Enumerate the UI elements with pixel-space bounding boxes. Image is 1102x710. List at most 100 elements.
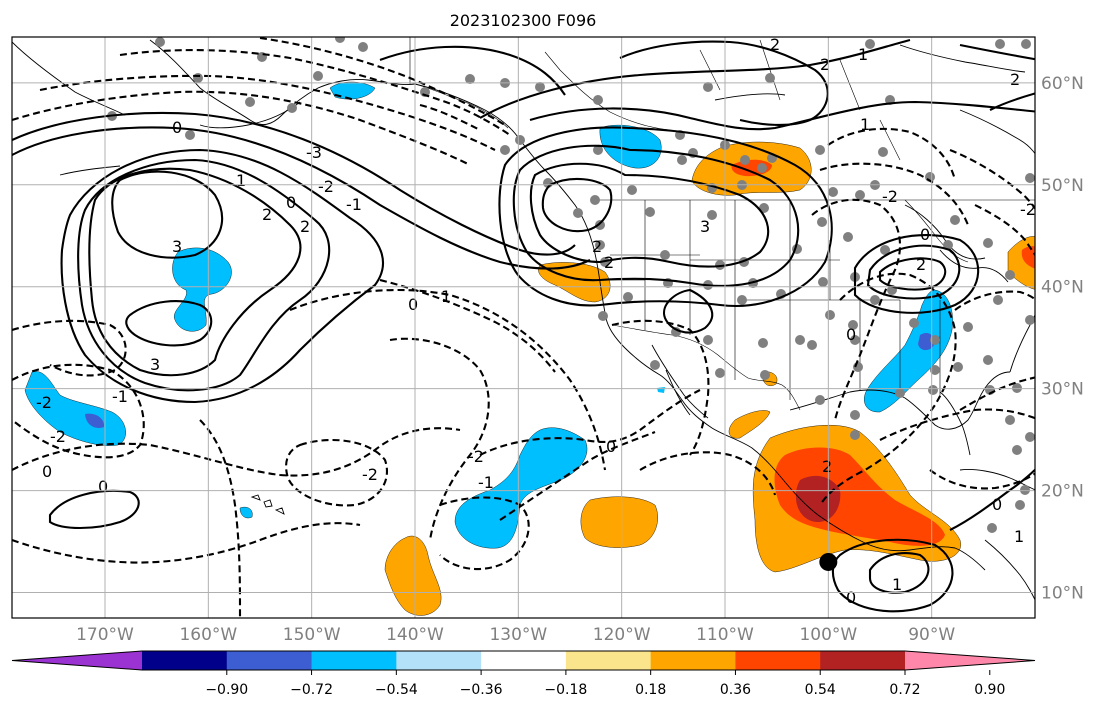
contour-label: 1 [860, 115, 870, 134]
lat-tick-label: 10°N [1041, 584, 1084, 604]
lon-tick-label: 130°W [489, 625, 547, 645]
contour-label: 0 [920, 225, 930, 244]
contour-label: 2 [1010, 70, 1020, 89]
contour-label: 3 [150, 355, 160, 374]
map-frame [11, 36, 1036, 619]
contour-label: -2 [318, 177, 334, 196]
contour-label: 1 [858, 45, 868, 64]
positive-anomaly-patch [728, 410, 771, 439]
negative-anomaly-patch [918, 333, 935, 351]
lat-tick-label: 60°N [1041, 74, 1084, 94]
contour-label: 1 [236, 171, 246, 190]
contour-label: -1 [346, 195, 362, 214]
lat-tick-label: 20°N [1041, 482, 1084, 502]
colorbar-segment [565, 651, 652, 670]
contour-label: -2 [1020, 200, 1036, 219]
colorbar-tick-label: 0.90 [974, 682, 1005, 698]
negative-contours [12, 37, 1035, 618]
contour-label: 2 [820, 55, 830, 74]
contour-label: 2 [770, 35, 780, 54]
contour-label: 0 [98, 477, 108, 496]
contour-label: 2 [916, 255, 926, 274]
contour-label: -2 [36, 393, 52, 412]
contour-label: 0 [286, 193, 296, 212]
latitude-labels: 10°N 20°N 30°N 40°N 50°N 60°N [1041, 74, 1084, 604]
lon-tick-label: 170°W [76, 625, 134, 645]
contour-label: 2 [592, 237, 602, 256]
contour-labels: 0 1 2 0 2 3 3 -3 -2 -1 1 0 -1 -2 -2 0 0 … [36, 35, 1036, 607]
contour-label: -3 [306, 143, 322, 162]
colorbar-tick-label: −0.36 [460, 682, 503, 698]
contour-label: 0 [846, 325, 856, 344]
colorbar-tick-label: 0.36 [720, 682, 751, 698]
colorbar-segment [142, 651, 228, 670]
positive-anomaly-patch [795, 475, 841, 523]
colorbar-segment [226, 651, 313, 670]
colorbar: −0.90 −0.72 −0.54 −0.36 −0.18 0.18 0.36 0.54 0.7… [11, 650, 1036, 698]
tropical-cyclone-marker [819, 552, 838, 571]
colorbar-outline [11, 650, 1036, 671]
lon-tick-label: 110°W [696, 625, 754, 645]
positive-anomaly-patch [1021, 246, 1035, 269]
contour-label: 2 [262, 205, 272, 224]
lon-tick-label: 140°W [386, 625, 444, 645]
map-title: 2023102300 F096 [450, 11, 597, 30]
colorbar-segment [396, 651, 482, 670]
contour-label: 2 [300, 217, 310, 236]
colorbar-segment [481, 651, 567, 670]
colorbar-segment [311, 651, 397, 670]
colorbar-tick-label: 0.54 [805, 682, 836, 698]
longitude-labels: 170°W 160°W 150°W 140°W 130°W 120°W 110°W 100°W… [76, 625, 955, 645]
contour-label: -1 [112, 387, 128, 406]
positive-anomaly-patch [580, 496, 658, 548]
colorbar-tick-label: 0.18 [635, 682, 666, 698]
contour-label: 1 [441, 287, 451, 306]
contour-label: 3 [172, 237, 182, 256]
contour-label: -2 [50, 427, 66, 446]
contour-label: -2 [468, 447, 484, 466]
negative-anomaly-patch [454, 427, 588, 549]
shaded-anomaly-regions [24, 81, 1035, 616]
contour-label: 0 [846, 588, 856, 607]
lat-tick-label: 40°N [1041, 278, 1084, 298]
negative-anomaly-patch [599, 124, 662, 169]
positive-anomaly-patch [384, 535, 442, 616]
contour-label: 1 [892, 575, 902, 594]
contour-label: 0 [42, 462, 52, 481]
negative-anomaly-patch [85, 413, 105, 428]
gridlines [12, 37, 1035, 618]
contour-label: -2 [882, 187, 898, 206]
lat-tick-label: 30°N [1041, 380, 1084, 400]
contour-label: 0 [606, 437, 616, 456]
lon-tick-label: 150°W [283, 625, 341, 645]
positive-contours [12, 38, 1035, 613]
colorbar-segment [820, 651, 906, 670]
colorbar-segment [650, 651, 736, 670]
contour-label: 1 [1014, 527, 1024, 546]
contour-label: 3 [700, 217, 710, 236]
lon-tick-label: 90°W [908, 625, 955, 645]
contour-label: 0 [172, 118, 182, 137]
lon-tick-label: 160°W [179, 625, 237, 645]
lon-tick-label: 100°W [799, 625, 857, 645]
contour-label: 0 [408, 295, 418, 314]
negative-anomaly-patch [864, 289, 953, 413]
colorbar-tick-label: −0.18 [544, 682, 587, 698]
colorbar-tick-label: −0.90 [205, 682, 248, 698]
colorbar-tick-label: −0.72 [290, 682, 333, 698]
lon-tick-label: 120°W [593, 625, 651, 645]
lat-tick-label: 50°N [1041, 176, 1084, 196]
colorbar-extend-high [905, 651, 1035, 670]
contour-label: 2 [822, 457, 832, 476]
negative-anomaly-patch [239, 506, 253, 519]
colorbar-tick-label: 0.72 [889, 682, 920, 698]
contour-label: -2 [362, 465, 378, 484]
colorbar-tick-label: −0.54 [375, 682, 418, 698]
colorbar-extend-low [12, 651, 142, 670]
contour-label: 2 [604, 253, 614, 272]
contour-label: 0 [992, 495, 1002, 514]
negative-anomaly-patch [172, 247, 232, 332]
contour-label: -1 [478, 473, 494, 492]
colorbar-segment [735, 651, 821, 670]
